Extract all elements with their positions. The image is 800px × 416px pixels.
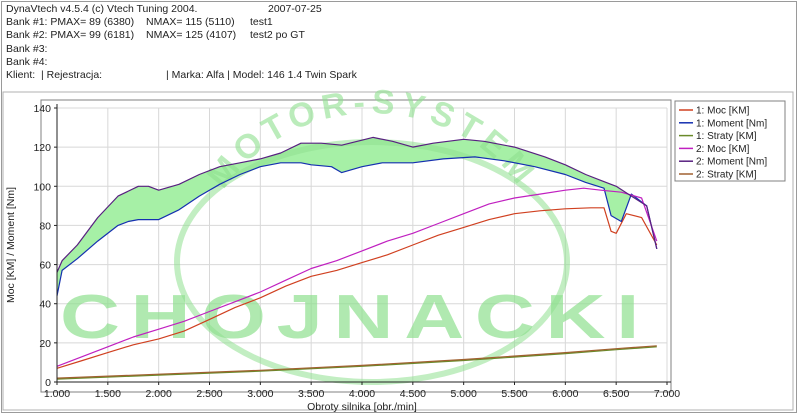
header-row-bank1: Bank #1: PMAX= 89 (6380) NMAX= 115 (5110…: [6, 16, 273, 29]
report-header: DynaVtech v4.5.4 (c) Vtech Tuning 2004. …: [6, 3, 357, 82]
legend: 1: Moc [KM]1: Moment [Nm] 1: Straty [KM] 2…: [674, 100, 786, 182]
header-row-bank3: Bank #3:: [6, 43, 47, 56]
bank1-nmax: NMAX= 115 (5110): [146, 16, 235, 29]
y-axis-label: Moc [KM] / Moment [Nm]: [5, 187, 17, 303]
series-line-1: [56, 207, 658, 369]
x-tick-label: 6.000: [552, 388, 578, 400]
axes: 1.000 1.500 2.000 2.500 3.000 3.500 4.000 4.500…: [5, 103, 680, 413]
y-tick-label: 0: [45, 377, 51, 389]
x-tick-label: 3.500: [298, 388, 324, 400]
x-tick-label: 5.500: [501, 388, 527, 400]
bank3-label: Bank #3:: [6, 42, 48, 55]
header-row-client: Klient: | Rejestracja: | Marka: Alfa | M…: [6, 69, 357, 82]
series-line-3: [56, 346, 657, 380]
bank2-pmax: Bank #2: PMAX= 99 (6181): [6, 29, 135, 42]
header-row-1: DynaVtech v4.5.4 (c) Vtech Tuning 2004. …: [6, 3, 322, 16]
legend-entry: 1: Moc [KM]: [696, 106, 750, 117]
bank2-nmax: NMAX= 125 (4107): [146, 29, 237, 42]
vehicle-make-model: | Marka: Alfa | Model: 146 1.4 Twin Spar…: [166, 68, 357, 81]
x-tick-label: 4.000: [349, 388, 375, 400]
x-tick-label: 5.000: [451, 388, 477, 400]
x-tick-label: 2.500: [196, 388, 222, 400]
legend-entry: 1: Straty [KM]: [696, 131, 757, 142]
x-tick-label: 6.500: [603, 388, 629, 400]
x-tick-label: 4.500: [400, 388, 426, 400]
moment-fill-area: [57, 137, 657, 296]
y-tick-label: 60: [39, 260, 51, 272]
bank4-label: Bank #4:: [6, 55, 48, 68]
y-tick-label: 100: [33, 181, 51, 193]
x-tick-label: 7.000: [654, 388, 680, 400]
y-tick-label: 40: [39, 299, 51, 311]
y-tick-label: 80: [39, 220, 51, 232]
series-line-6: [56, 345, 657, 379]
series-line-2: [56, 156, 658, 297]
watermark-main-text: CHOJNACKI: [60, 283, 650, 352]
legend-entry: 2: Straty [KM]: [696, 170, 757, 181]
bank1-pmax: Bank #1: PMAX= 89 (6380): [6, 16, 135, 29]
x-tick-label: 2.000: [146, 388, 172, 400]
y-tick-label: 140: [33, 103, 51, 115]
series-line-5: [56, 136, 658, 273]
legend-box: [674, 100, 786, 182]
bank1-name: test1: [250, 16, 273, 29]
moment-difference-fill: [57, 137, 657, 296]
bank2-name: test2 po GT: [250, 29, 305, 42]
report-date: 2007-07-25: [268, 3, 322, 15]
y-tick-label: 20: [39, 338, 51, 350]
header-row-bank4: Bank #4:: [6, 56, 47, 69]
x-tick-label: 3.000: [247, 388, 273, 400]
x-tick-label: 1.000: [44, 388, 70, 400]
client-registration: Klient: | Rejestracja:: [6, 68, 103, 81]
y-tick-label: 120: [33, 142, 51, 154]
chart-frame: [40, 99, 672, 393]
series-lines: [56, 136, 658, 380]
legend-entry: 1: Moment [Nm]: [696, 118, 767, 129]
x-tick-label: 1.500: [95, 388, 121, 400]
header-row-bank2: Bank #2: PMAX= 99 (6181) NMAX= 125 (4107…: [6, 29, 305, 42]
app-title: DynaVtech v4.5.4 (c) Vtech Tuning 2004.: [6, 3, 198, 15]
legend-entry: 2: Moc [KM]: [696, 144, 750, 155]
x-axis-label: Obroty silnika [obr./min]: [307, 401, 417, 413]
legend-entry: 2: Moment [Nm]: [696, 157, 767, 168]
chart-panel: [2, 91, 794, 411]
series-line-4: [56, 187, 658, 367]
